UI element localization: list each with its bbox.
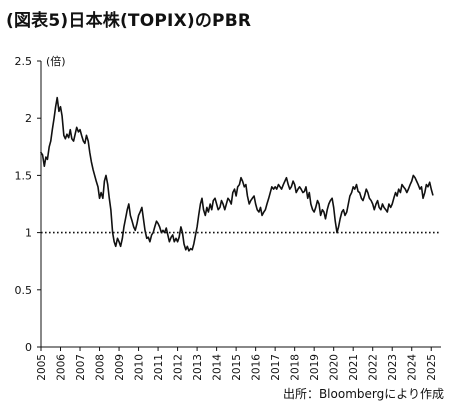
y-tick-label: 1.5 bbox=[15, 169, 33, 182]
x-tick-label: 2012 bbox=[173, 354, 185, 381]
chart-axes bbox=[37, 60, 441, 351]
x-tick-label: 2025 bbox=[426, 354, 438, 381]
x-tick-label: 2006 bbox=[56, 354, 68, 381]
x-tick-label: 2010 bbox=[134, 354, 146, 381]
x-tick-label: 2009 bbox=[114, 354, 126, 381]
y-tick-label: 0.5 bbox=[15, 284, 33, 297]
page-title: (図表5)日本株(TOPIX)のPBR bbox=[6, 11, 252, 31]
x-tick-label: 2021 bbox=[348, 354, 360, 381]
x-tick-label: 2013 bbox=[192, 354, 204, 381]
x-tick-label: 2008 bbox=[95, 354, 107, 381]
series-group bbox=[40, 96, 434, 252]
x-tick-label: 2019 bbox=[309, 354, 321, 381]
source-note: 出所：Bloombergにより作成 bbox=[282, 387, 444, 401]
y-tick-label: 2.5 bbox=[15, 55, 33, 68]
y-axis-unit-label: (倍) bbox=[46, 54, 66, 68]
y-tick-label: 2 bbox=[25, 112, 32, 125]
x-tick-label: 2024 bbox=[407, 354, 419, 381]
x-tick-label: 2014 bbox=[212, 354, 224, 381]
tick-labels-group: 0 0.5 1 1.5 2 2.5 (倍) 2005 2006 2007 2008 2009 2010 2… bbox=[15, 54, 439, 381]
x-tick-label: 2017 bbox=[270, 354, 282, 381]
x-tick-label: 2015 bbox=[231, 354, 243, 381]
y-tick-label: 0 bbox=[25, 341, 32, 354]
x-tick-label: 2011 bbox=[153, 354, 165, 381]
series-line-pbr bbox=[40, 96, 434, 252]
x-tick-label: 2020 bbox=[329, 354, 341, 381]
x-tick-label: 2016 bbox=[251, 354, 263, 381]
x-tick-label: 2007 bbox=[75, 354, 87, 381]
x-tick-label: 2023 bbox=[387, 354, 399, 381]
x-tick-label: 2018 bbox=[290, 354, 302, 381]
x-tick-label: 2005 bbox=[36, 354, 48, 381]
y-tick-label: 1 bbox=[25, 227, 32, 240]
x-tick-label: 2022 bbox=[368, 354, 380, 381]
